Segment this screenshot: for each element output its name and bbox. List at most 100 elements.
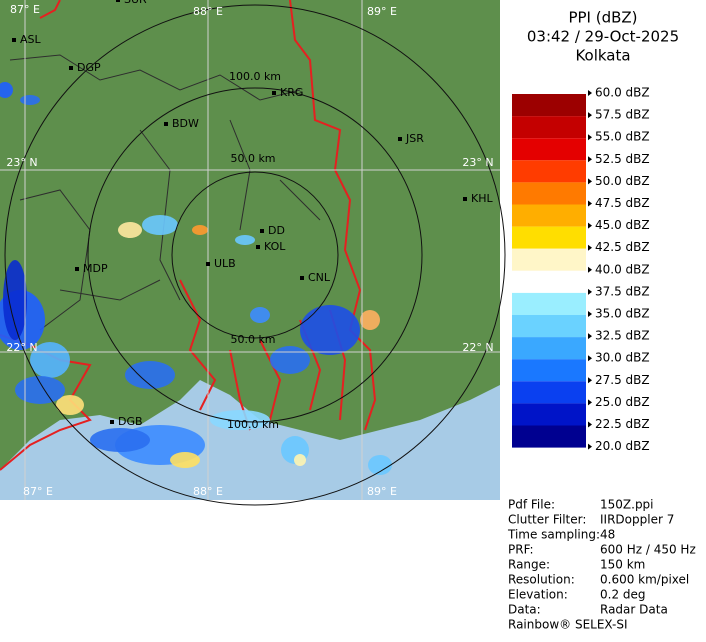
legend-swatch [512, 425, 586, 448]
echo [56, 395, 84, 415]
range-ring [4, 4, 506, 506]
info-key: Clutter Filter: [508, 513, 586, 527]
legend-tick [588, 200, 592, 207]
legend-label: 40.0 dBZ [595, 262, 650, 276]
place-marker [206, 262, 210, 266]
footer: Rainbow® SELEX-SI [508, 618, 628, 632]
place-marker [75, 267, 79, 271]
legend-swatch [512, 359, 586, 382]
echo [250, 307, 270, 323]
legend-swatch [512, 116, 586, 139]
legend-swatch [512, 94, 586, 117]
echo [125, 361, 175, 389]
legend-label: 47.5 dBZ [595, 196, 650, 210]
legend-swatch [512, 403, 586, 426]
place-marker [272, 91, 276, 95]
info-key: PRF: [508, 543, 534, 557]
legend-swatch [512, 138, 586, 161]
legend-swatch [512, 182, 586, 205]
info-value: 600 Hz / 450 Hz [600, 543, 696, 557]
place-marker [164, 122, 168, 126]
legend-label: 20.0 dBZ [595, 439, 650, 453]
echo [20, 95, 40, 105]
legend-tick [588, 112, 592, 119]
legend-tick [588, 178, 592, 185]
range-rings [4, 4, 506, 506]
place-marker [260, 229, 264, 233]
legend-tick [588, 288, 592, 295]
place-label: ULB [214, 257, 236, 270]
legend-label: 57.5 dBZ [595, 108, 650, 122]
place-marker [69, 66, 73, 70]
grid-label: 88° E [193, 5, 223, 18]
echo [192, 225, 208, 235]
ring-label: 50.0 km [230, 333, 275, 346]
echo [30, 342, 70, 378]
legend: PPI (dBZ) 03:42 / 29-Oct-2025 Kolkata 60… [512, 9, 679, 453]
grid-label: 89° E [367, 5, 397, 18]
legend-tick [588, 333, 592, 340]
legend-tick [588, 421, 592, 428]
place-label: DGP [77, 61, 101, 74]
legend-swatch [512, 160, 586, 183]
place-label: MDP [83, 262, 108, 275]
legend-tick [588, 311, 592, 317]
ring-label: 50.0 km [230, 152, 275, 165]
legend-swatch [512, 315, 586, 338]
range-ring [87, 87, 423, 423]
datetime: 03:42 / 29-Oct-2025 [527, 28, 679, 46]
info-value: 0.600 km/pixel [600, 573, 689, 587]
place-marker [398, 137, 402, 141]
info-key: Range: [508, 558, 550, 572]
legend-label: 32.5 dBZ [595, 329, 650, 343]
legend-swatch [512, 248, 586, 271]
echo [170, 452, 200, 468]
grid-label: 22° N [462, 341, 493, 354]
legend-swatch [512, 337, 586, 360]
legend-label: 22.5 dBZ [595, 417, 650, 431]
place-label: DGB [118, 415, 143, 428]
legend-label: 37.5 dBZ [595, 284, 650, 298]
place-label: ASL [20, 33, 42, 46]
grid-label: 23° N [6, 156, 37, 169]
place-label: CNL [308, 271, 331, 284]
map-labels: 87° E 88° E 89° E 23° N 23° N 22° N 22° N 87° E… [6, 0, 494, 498]
place-marker [12, 38, 16, 42]
grid-label: 88° E [193, 485, 223, 498]
grid-label: 89° E [367, 485, 397, 498]
legend-tick [588, 156, 592, 163]
place-label: KOL [264, 240, 286, 253]
echo [142, 215, 178, 235]
echo [270, 346, 310, 374]
info-key: Pdf File: [508, 498, 555, 512]
place-marker [300, 276, 304, 280]
place-label: JSR [405, 132, 424, 145]
legend-label: 27.5 dBZ [595, 373, 650, 387]
grid-label: 87° E [23, 485, 53, 498]
grid-label: 87° E [10, 3, 40, 16]
legend-tick [588, 399, 592, 406]
place-label: SUR [124, 0, 147, 6]
legend-tick [588, 443, 592, 450]
info-value: 0.2 deg [600, 588, 646, 602]
legend-label: 25.0 dBZ [595, 395, 650, 409]
legend-swatch [512, 270, 586, 293]
legend-label: 30.0 dBZ [595, 351, 650, 365]
map: 87° E 88° E 89° E 23° N 23° N 22° N 22° N 87° E… [0, 0, 506, 506]
echo [118, 222, 142, 238]
legend-tick [588, 90, 592, 96]
info-value: 48 [600, 528, 615, 542]
ring-label: 100.0 km [229, 70, 281, 83]
legend-tick [588, 355, 592, 362]
product: PPI (dBZ) [568, 9, 637, 27]
echo [300, 305, 360, 355]
info-panel: Rainbow® SELEX-SI Pdf File: 150Z.ppi Clutt… [507, 498, 696, 632]
legend-swatch [512, 292, 586, 315]
legend-label: 52.5 dBZ [595, 152, 650, 166]
info-key: Time sampling: [507, 528, 600, 542]
place-label: BDW [172, 117, 199, 130]
echo [90, 428, 150, 452]
legend-swatch [512, 204, 586, 227]
